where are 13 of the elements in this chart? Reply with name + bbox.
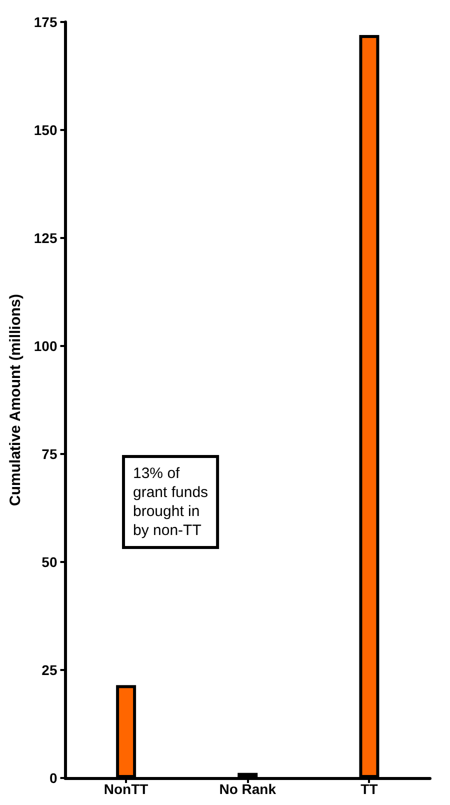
y-tick-label: 100 (34, 338, 58, 354)
x-tick-label: No Rank (219, 781, 276, 797)
y-tick-label: 0 (49, 770, 58, 786)
y-tick-label: 50 (42, 554, 58, 570)
y-axis-title: Cumulative Amount (millions) (7, 294, 24, 506)
y-tick-label: 75 (42, 446, 58, 462)
y-tick-label: 25 (42, 662, 58, 678)
x-tick-label: TT (360, 781, 378, 797)
annotation: 13% of grant funds brought in by non-TT (133, 465, 208, 539)
y-tick-label: 125 (34, 230, 58, 246)
y-tick-label: 175 (34, 14, 58, 30)
y-tick-label: 150 (34, 122, 58, 138)
x-tick-label: NonTT (104, 781, 149, 797)
